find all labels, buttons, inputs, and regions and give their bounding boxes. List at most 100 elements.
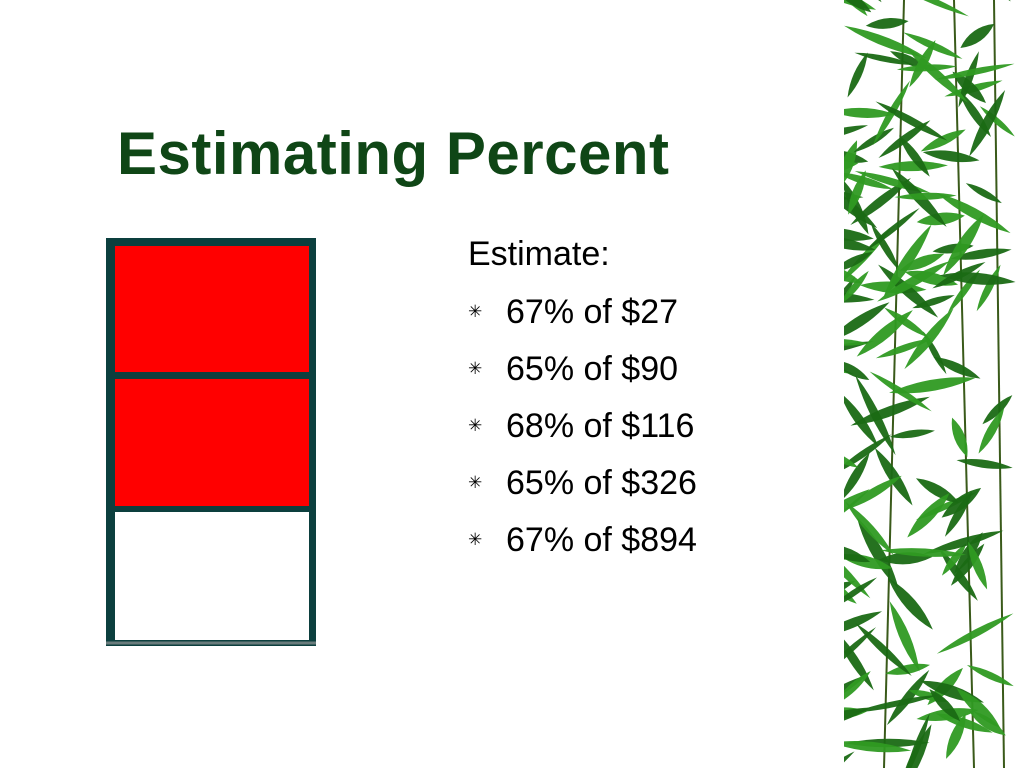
bamboo-leaf <box>946 713 966 759</box>
bamboo-leaf <box>906 47 969 103</box>
bamboo-leaf <box>968 541 988 590</box>
bamboo-leaf <box>958 51 979 108</box>
bamboo-leaf <box>883 224 932 298</box>
bamboo-leaf <box>830 741 912 753</box>
bamboo-leaf <box>939 272 1016 285</box>
bamboo-leaf <box>941 487 982 518</box>
list-item-text: 68% of $116 <box>506 407 695 445</box>
bamboo-leaf <box>979 106 1015 137</box>
bamboo-stem <box>993 0 1005 769</box>
bamboo-leaf <box>854 52 915 65</box>
bamboo-leaf <box>887 577 933 630</box>
bamboo-leaf <box>982 395 1013 425</box>
bamboo-leaf <box>877 261 950 302</box>
bamboo-leaf <box>889 601 920 672</box>
asterisk-bullet-icon: ✳ <box>468 415 483 436</box>
bamboo-stem <box>953 0 975 769</box>
bamboo-leaf <box>941 543 967 576</box>
bamboo-leaf <box>885 663 930 675</box>
bamboo-leaf <box>844 475 902 511</box>
bamboo-leaf <box>904 308 954 370</box>
bamboo-leaf <box>891 0 969 17</box>
bamboo-leaf <box>839 391 879 447</box>
bamboo-leaf <box>968 710 1006 736</box>
bamboo-leaf <box>853 127 895 153</box>
bamboo-leaf <box>920 129 966 152</box>
bamboo-leaf <box>852 694 939 713</box>
asterisk-bullet-icon: ✳ <box>468 358 483 379</box>
bamboo-leaf <box>943 214 984 276</box>
bamboo-leaf <box>874 447 913 506</box>
estimate-heading: Estimate: <box>468 235 610 273</box>
bamboo-leaf <box>904 712 930 773</box>
bamboo-leaf <box>887 669 930 725</box>
bamboo-leaf <box>797 751 855 773</box>
asterisk-bullet-icon: ✳ <box>468 472 483 493</box>
list-item-text: 65% of $90 <box>506 350 679 388</box>
fraction-bar-model <box>106 238 316 646</box>
bamboo-leaf <box>855 375 896 456</box>
bamboo-leaf <box>831 0 872 13</box>
bamboo-leaf <box>922 150 980 163</box>
bamboo-leaf <box>960 23 995 48</box>
bamboo-leaf <box>864 208 920 252</box>
bamboo-leaf <box>870 222 900 271</box>
list-item: ✳ 68% of $116 <box>468 398 848 455</box>
bamboo-leaf <box>894 192 957 200</box>
list-item: ✳ 65% of $90 <box>468 341 848 398</box>
bamboo-leaf <box>880 548 967 557</box>
bamboo-leaf <box>976 264 1001 312</box>
bamboo-leaf <box>848 170 866 215</box>
bamboo-leaf <box>878 120 931 158</box>
bamboo-leaves-icon <box>787 0 1024 773</box>
bamboo-leaf <box>856 310 913 357</box>
bamboo-leaf <box>878 161 948 172</box>
bamboo-leaf <box>952 71 986 104</box>
bamboo-leaf <box>915 478 960 503</box>
bamboo-leaf <box>875 338 932 359</box>
bamboo-leaf <box>844 25 927 58</box>
bamboo-leaf <box>840 452 870 502</box>
slide-title: Estimating Percent <box>117 120 670 187</box>
list-item-text: 65% of $326 <box>506 464 697 502</box>
bamboo-leaf <box>855 623 912 677</box>
bamboo-leaf <box>923 530 1004 554</box>
bamboo-leaf <box>850 177 911 225</box>
estimate-list: ✳ 67% of $27 ✳ 65% of $90 ✳ 68% of $116 … <box>468 284 848 569</box>
bamboo-leaf <box>790 707 871 732</box>
bamboo-leaf <box>805 125 869 141</box>
bamboo-leaf <box>833 671 871 706</box>
bamboo-leaf <box>865 17 909 29</box>
bamboo-leaf <box>907 492 950 538</box>
bamboo-leaf <box>933 356 981 379</box>
bamboo-leaf <box>889 377 976 394</box>
bamboo-leaf <box>929 689 961 722</box>
bamboo-leaf <box>936 613 1014 654</box>
bamboo-leaf <box>899 135 930 177</box>
asterisk-bullet-icon: ✳ <box>468 529 483 550</box>
bar-part-2-shaded <box>115 379 309 506</box>
bamboo-leaf <box>856 517 899 589</box>
asterisk-bullet-icon: ✳ <box>468 301 483 322</box>
bar-part-1-shaded <box>115 246 309 372</box>
bamboo-leaf <box>875 101 948 141</box>
bamboo-leaf <box>850 396 930 426</box>
bamboo-leaf <box>950 248 1012 260</box>
bamboo-leaf <box>966 664 1014 687</box>
bamboo-leaves-svg <box>787 0 1016 773</box>
list-item: ✳ 67% of $27 <box>468 284 848 341</box>
bamboo-leaf <box>840 270 869 305</box>
list-item: ✳ 67% of $894 <box>468 512 848 569</box>
list-item-text: 67% of $27 <box>506 293 679 331</box>
bamboo-leaf <box>847 52 868 98</box>
bamboo-leaf <box>969 90 1006 157</box>
bamboo-leaf <box>978 407 1005 454</box>
bamboo-leaf <box>936 192 1011 234</box>
bamboo-leaf <box>956 459 1013 469</box>
bamboo-leaf <box>889 429 935 439</box>
bamboo-leaf <box>899 253 945 271</box>
bamboo-leaf <box>845 501 894 555</box>
estimate-content: Estimate: ✳ 67% of $27 ✳ 65% of $90 ✳ 68… <box>468 228 848 569</box>
bamboo-leaf <box>965 183 1002 204</box>
fraction-bar-svg <box>106 238 316 646</box>
